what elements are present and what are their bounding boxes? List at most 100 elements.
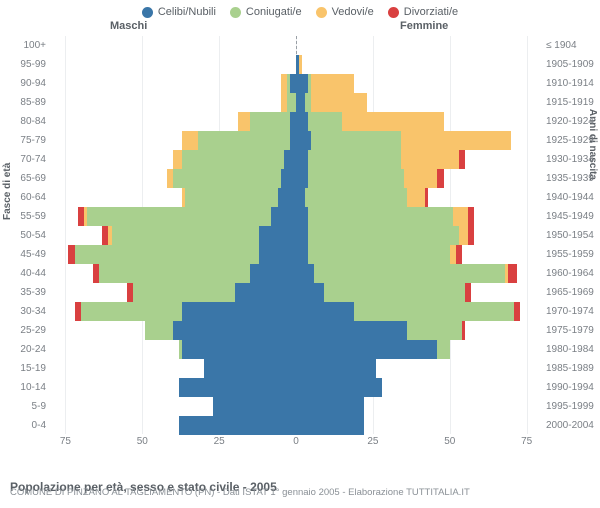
seg-con — [173, 169, 281, 188]
birth-label: 1995-1999 — [546, 401, 598, 412]
seg-con — [437, 340, 449, 359]
legend-label: Vedovi/e — [332, 6, 374, 18]
birth-label: 1960-1964 — [546, 268, 598, 279]
age-row: 25-291975-1979 — [50, 321, 542, 340]
age-row: 70-741930-1934 — [50, 150, 542, 169]
seg-con — [308, 169, 403, 188]
seg-ved — [182, 131, 197, 150]
chart-container: Celibi/Nubili Coniugati/e Vedovi/e Divorzia… — [0, 0, 600, 500]
seg-cel — [284, 150, 296, 169]
seg-cel — [235, 283, 297, 302]
age-row: 95-991905-1909 — [50, 55, 542, 74]
seg-cel — [296, 169, 308, 188]
legend-item: Coniugati/e — [230, 6, 302, 18]
seg-con — [182, 150, 283, 169]
seg-con — [250, 112, 290, 131]
seg-ved — [182, 188, 185, 207]
plot: 100+≤ 190495-991905-190990-941910-191485… — [50, 36, 542, 434]
age-label: 15-19 — [4, 363, 46, 374]
seg-div — [102, 226, 108, 245]
age-row: 35-391965-1969 — [50, 283, 542, 302]
seg-con — [354, 302, 514, 321]
seg-con — [311, 131, 400, 150]
seg-cel — [296, 302, 354, 321]
rows: 100+≤ 190495-991905-190990-941910-191485… — [50, 36, 542, 435]
seg-ved — [167, 169, 173, 188]
seg-con — [287, 93, 296, 112]
seg-con — [81, 302, 182, 321]
legend-swatch — [142, 7, 153, 18]
age-row: 15-191985-1989 — [50, 359, 542, 378]
seg-cel — [182, 340, 296, 359]
birth-label: 1935-1939 — [546, 173, 598, 184]
age-label: 10-14 — [4, 382, 46, 393]
seg-con — [305, 188, 406, 207]
x-axis: 7550250255075 — [50, 436, 542, 452]
age-row: 20-241980-1984 — [50, 340, 542, 359]
birth-label: 1965-1969 — [546, 287, 598, 298]
legend-swatch — [388, 7, 399, 18]
age-row: 40-441960-1964 — [50, 264, 542, 283]
seg-con — [185, 188, 277, 207]
seg-con — [198, 131, 290, 150]
age-label: 65-69 — [4, 173, 46, 184]
age-label: 60-64 — [4, 192, 46, 203]
seg-cel — [182, 302, 296, 321]
legend-label: Divorziati/e — [404, 6, 458, 18]
seg-con — [308, 112, 342, 131]
age-row: 45-491955-1959 — [50, 245, 542, 264]
seg-div — [456, 245, 462, 264]
seg-con — [112, 226, 260, 245]
seg-div — [78, 207, 84, 226]
birth-label: 1930-1934 — [546, 154, 598, 165]
seg-cel — [296, 397, 364, 416]
seg-cel — [204, 359, 296, 378]
seg-ved — [407, 188, 425, 207]
seg-cel — [213, 397, 296, 416]
seg-con — [324, 283, 465, 302]
seg-con — [308, 207, 453, 226]
birth-label: 1985-1989 — [546, 363, 598, 374]
seg-cel — [278, 188, 296, 207]
legend-item: Celibi/Nubili — [142, 6, 216, 18]
seg-cel — [296, 131, 311, 150]
age-label: 20-24 — [4, 344, 46, 355]
age-row: 85-891915-1919 — [50, 93, 542, 112]
birth-label: ≤ 1904 — [546, 40, 598, 51]
seg-ved — [311, 74, 354, 93]
age-label: 0-4 — [4, 420, 46, 431]
legend-label: Celibi/Nubili — [158, 6, 216, 18]
seg-cel — [179, 416, 296, 435]
seg-div — [508, 264, 517, 283]
seg-ved — [108, 226, 111, 245]
seg-ved — [453, 207, 468, 226]
x-tick: 75 — [60, 436, 71, 447]
x-tick: 75 — [521, 436, 532, 447]
seg-ved — [173, 150, 182, 169]
x-tick: 25 — [367, 436, 378, 447]
seg-cel — [259, 226, 296, 245]
seg-con — [133, 283, 234, 302]
seg-div — [437, 169, 443, 188]
seg-ved — [299, 55, 302, 74]
seg-con — [308, 226, 459, 245]
plot-area: 100+≤ 190495-991905-190990-941910-191485… — [50, 36, 542, 434]
age-label: 40-44 — [4, 268, 46, 279]
seg-div — [468, 226, 474, 245]
x-tick: 50 — [444, 436, 455, 447]
birth-label: 1920-1924 — [546, 116, 598, 127]
seg-div — [127, 283, 133, 302]
seg-cel — [296, 245, 308, 264]
seg-ved — [281, 74, 287, 93]
seg-con — [87, 207, 272, 226]
seg-con — [99, 264, 250, 283]
seg-ved — [404, 169, 438, 188]
age-label: 25-29 — [4, 325, 46, 336]
seg-div — [68, 245, 74, 264]
header-female: Femmine — [400, 20, 448, 32]
age-row: 10-141990-1994 — [50, 378, 542, 397]
seg-cel — [296, 74, 308, 93]
legend-swatch — [230, 7, 241, 18]
seg-cel — [296, 340, 437, 359]
seg-cel — [296, 321, 407, 340]
